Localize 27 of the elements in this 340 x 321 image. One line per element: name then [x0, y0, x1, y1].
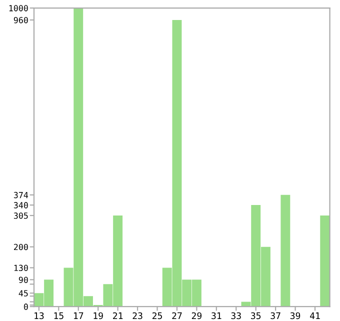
x-tick-label: 21 — [113, 312, 123, 320]
y-tick-label: 130 — [14, 264, 28, 272]
y-tick-label: 45 — [18, 290, 28, 296]
y-tick-label: 1000 — [9, 5, 28, 12]
x-tick-label: 23 — [132, 312, 142, 320]
x-tick-label: 25 — [152, 312, 162, 320]
x-tick-label: 31 — [212, 312, 222, 320]
bar — [320, 216, 330, 307]
x-tick-label: 15 — [54, 312, 64, 320]
x-tick-label: 17 — [74, 312, 84, 320]
x-tick-label: 13 — [34, 312, 44, 320]
y-tick-label: 0 — [24, 304, 28, 310]
y-tick-label: 340 — [14, 202, 28, 208]
x-tick-label: 27 — [172, 312, 182, 320]
x-tick-label: 35 — [251, 312, 261, 320]
y-tick-label: 200 — [14, 244, 28, 250]
y-tick-label: 90 — [18, 276, 28, 283]
y-tick-label: 960 — [14, 16, 28, 24]
x-tick-label: 41 — [310, 312, 320, 320]
x-tick-label: 39 — [290, 312, 300, 320]
x-tick-label: 37 — [270, 312, 280, 320]
x-tick-label: 33 — [231, 312, 241, 320]
x-tick-label: 29 — [192, 312, 202, 320]
y-tick-label: 374 — [14, 192, 28, 198]
x-tick-label: 19 — [94, 312, 103, 320]
bar — [280, 194, 290, 307]
y-tick-label: 305 — [14, 212, 28, 219]
